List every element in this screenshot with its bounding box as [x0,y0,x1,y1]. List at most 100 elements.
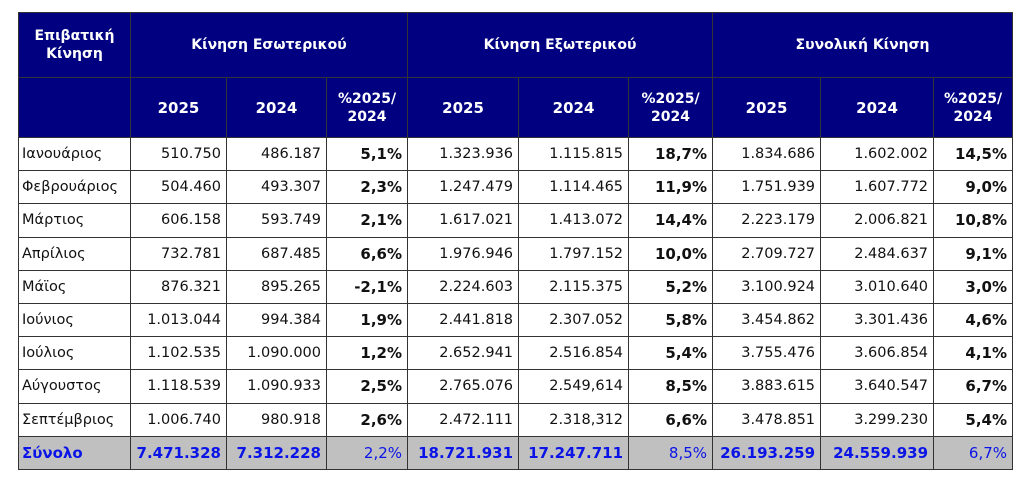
cell-domestic-change: 6,6% [325,236,409,271]
cell-international-2024: 1.413.072 [518,203,630,238]
cell-domestic-change: 2,3% [325,170,409,205]
cell-international-2025: 1.617.021 [407,203,520,238]
cell-domestic-2024: 980.918 [226,402,327,437]
cell-international-change: 5,8% [628,302,714,338]
cell-international-2025: 1.323.936 [407,136,520,172]
cell-international-2025: 2.472.111 [407,402,520,437]
cell-total-2024: 2.484.637 [820,236,935,271]
cell-domestic-change: 2,2% [325,435,409,470]
total-row: Σύνολο 7.471.328 7.312.228 2,2% 18.721.931 17… [18,435,1014,470]
cell-total-change: 6,7% [933,369,1014,404]
cell-domestic-2025: 1.006.740 [130,402,227,437]
cell-total-2024: 3.640.547 [820,369,935,404]
cell-total-2024: 3.010.640 [820,269,935,304]
table-row: Σεπτέμβριος 1.006.740 980.918 2,6% 2.472.111… [18,402,1014,437]
cell-international-2024: 1.797.152 [518,236,630,271]
cell-international-2025: 18.721.931 [407,435,520,470]
cell-international-2024: 2.115.375 [518,269,630,304]
subheader-international-change: %2025/ 2024 [628,77,714,138]
group-header-domestic: Κίνηση Εσωτερικού [129,12,409,78]
cell-total-change: 10,8% [933,203,1014,238]
cell-month: Σεπτέμβριος [18,402,131,437]
cell-month: Απρίλιος [18,236,131,271]
cell-domestic-2025: 1.118.539 [130,369,227,404]
cell-total-change: 5,4% [933,402,1014,437]
cell-total-change: 6,7% [933,435,1014,470]
cell-international-2025: 1.247.479 [407,170,520,205]
cell-international-2024: 2.516.854 [518,336,630,371]
cell-international-2025: 2.224.603 [407,269,520,304]
cell-total-change: 9,0% [933,170,1014,205]
cell-international-2025: 2.441.818 [407,302,520,338]
cell-international-2025: 2.652.941 [407,336,520,371]
subheader-total-2025: 2025 [712,77,822,138]
cell-total-2024: 1.607.772 [820,170,935,205]
cell-total-2024: 1.602.002 [820,136,935,172]
cell-total-2025: 3.755.476 [712,336,822,371]
cell-total-change: 4,6% [933,302,1014,338]
cell-total-2025: 3.478.851 [712,402,822,437]
cell-total-2025: 2.223.179 [712,203,822,238]
cell-international-change: 6,6% [628,402,714,437]
corner-header: Επιβατική Κίνηση [18,12,131,78]
cell-month: Ιανουάριος [18,136,131,172]
cell-month: Αύγουστος [18,369,131,404]
cell-domestic-change: 1,2% [325,336,409,371]
cell-total-2025: 1.751.939 [712,170,822,205]
cell-international-change: 18,7% [628,136,714,172]
cell-total-change: 3,0% [933,269,1014,304]
cell-total-2024: 3.301.436 [820,302,935,338]
cell-domestic-change: 2,1% [325,203,409,238]
header-row-groups: Επιβατική Κίνηση Κίνηση Εσωτερικού Κίνησ… [18,12,1014,78]
cell-domestic-change: -2,1% [325,269,409,304]
cell-international-2025: 1.976.946 [407,236,520,271]
cell-international-change: 5,2% [628,269,714,304]
cell-month: Ιούλιος [18,336,131,371]
cell-domestic-2024: 493.307 [226,170,327,205]
cell-international-change: 14,4% [628,203,714,238]
cell-international-change: 11,9% [628,170,714,205]
cell-month: Σύνολο [18,435,131,470]
cell-international-2024: 1.114.465 [518,170,630,205]
empty-header [18,77,131,138]
cell-month: Μάρτιος [18,203,131,238]
cell-month: Φεβρουάριος [18,170,131,205]
cell-domestic-2024: 994.384 [226,302,327,338]
cell-total-2024: 3.606.854 [820,336,935,371]
cell-domestic-change: 1,9% [325,302,409,338]
cell-domestic-2025: 510.750 [130,136,227,172]
cell-total-2025: 3.883.615 [712,369,822,404]
subheader-domestic-change: %2025/ 2024 [325,77,409,138]
cell-international-2024: 2.549,614 [518,369,630,404]
cell-total-2025: 26.193.259 [712,435,822,470]
cell-domestic-2024: 593.749 [226,203,327,238]
group-header-total: Συνολική Κίνηση [712,12,1014,78]
cell-domestic-2024: 1.090.000 [226,336,327,371]
cell-international-2024: 1.115.815 [518,136,630,172]
cell-domestic-2025: 876.321 [130,269,227,304]
cell-international-2024: 2.318,312 [518,402,630,437]
table-row: Μάρτιος 606.158 593.749 2,1% 1.617.021 1.413.… [18,203,1014,238]
cell-total-2024: 24.559.939 [820,435,935,470]
cell-total-2024: 3.299.230 [820,402,935,437]
cell-month: Ιούνιος [18,302,131,338]
cell-month: Μάϊος [18,269,131,304]
cell-domestic-2024: 7.312.228 [226,435,327,470]
subheader-domestic-2024: 2024 [226,77,327,138]
cell-international-change: 8,5% [628,369,714,404]
cell-domestic-2024: 486.187 [226,136,327,172]
table-row: Φεβρουάριος 504.460 493.307 2,3% 1.247.479 1.… [18,170,1014,205]
group-header-international: Κίνηση Εξωτερικού [407,12,714,78]
cell-domestic-2024: 1.090.933 [226,369,327,404]
cell-total-change: 9,1% [933,236,1014,271]
cell-domestic-2025: 732.781 [130,236,227,271]
cell-domestic-2025: 7.471.328 [130,435,227,470]
subheader-international-2025: 2025 [407,77,520,138]
cell-international-2024: 2.307.052 [518,302,630,338]
cell-domestic-change: 5,1% [325,136,409,172]
cell-total-change: 4,1% [933,336,1014,371]
subheader-international-2024: 2024 [518,77,630,138]
cell-domestic-2024: 687.485 [226,236,327,271]
cell-international-2025: 2.765.076 [407,369,520,404]
table-row: Απρίλιος 732.781 687.485 6,6% 1.976.946 1.797… [18,236,1014,271]
